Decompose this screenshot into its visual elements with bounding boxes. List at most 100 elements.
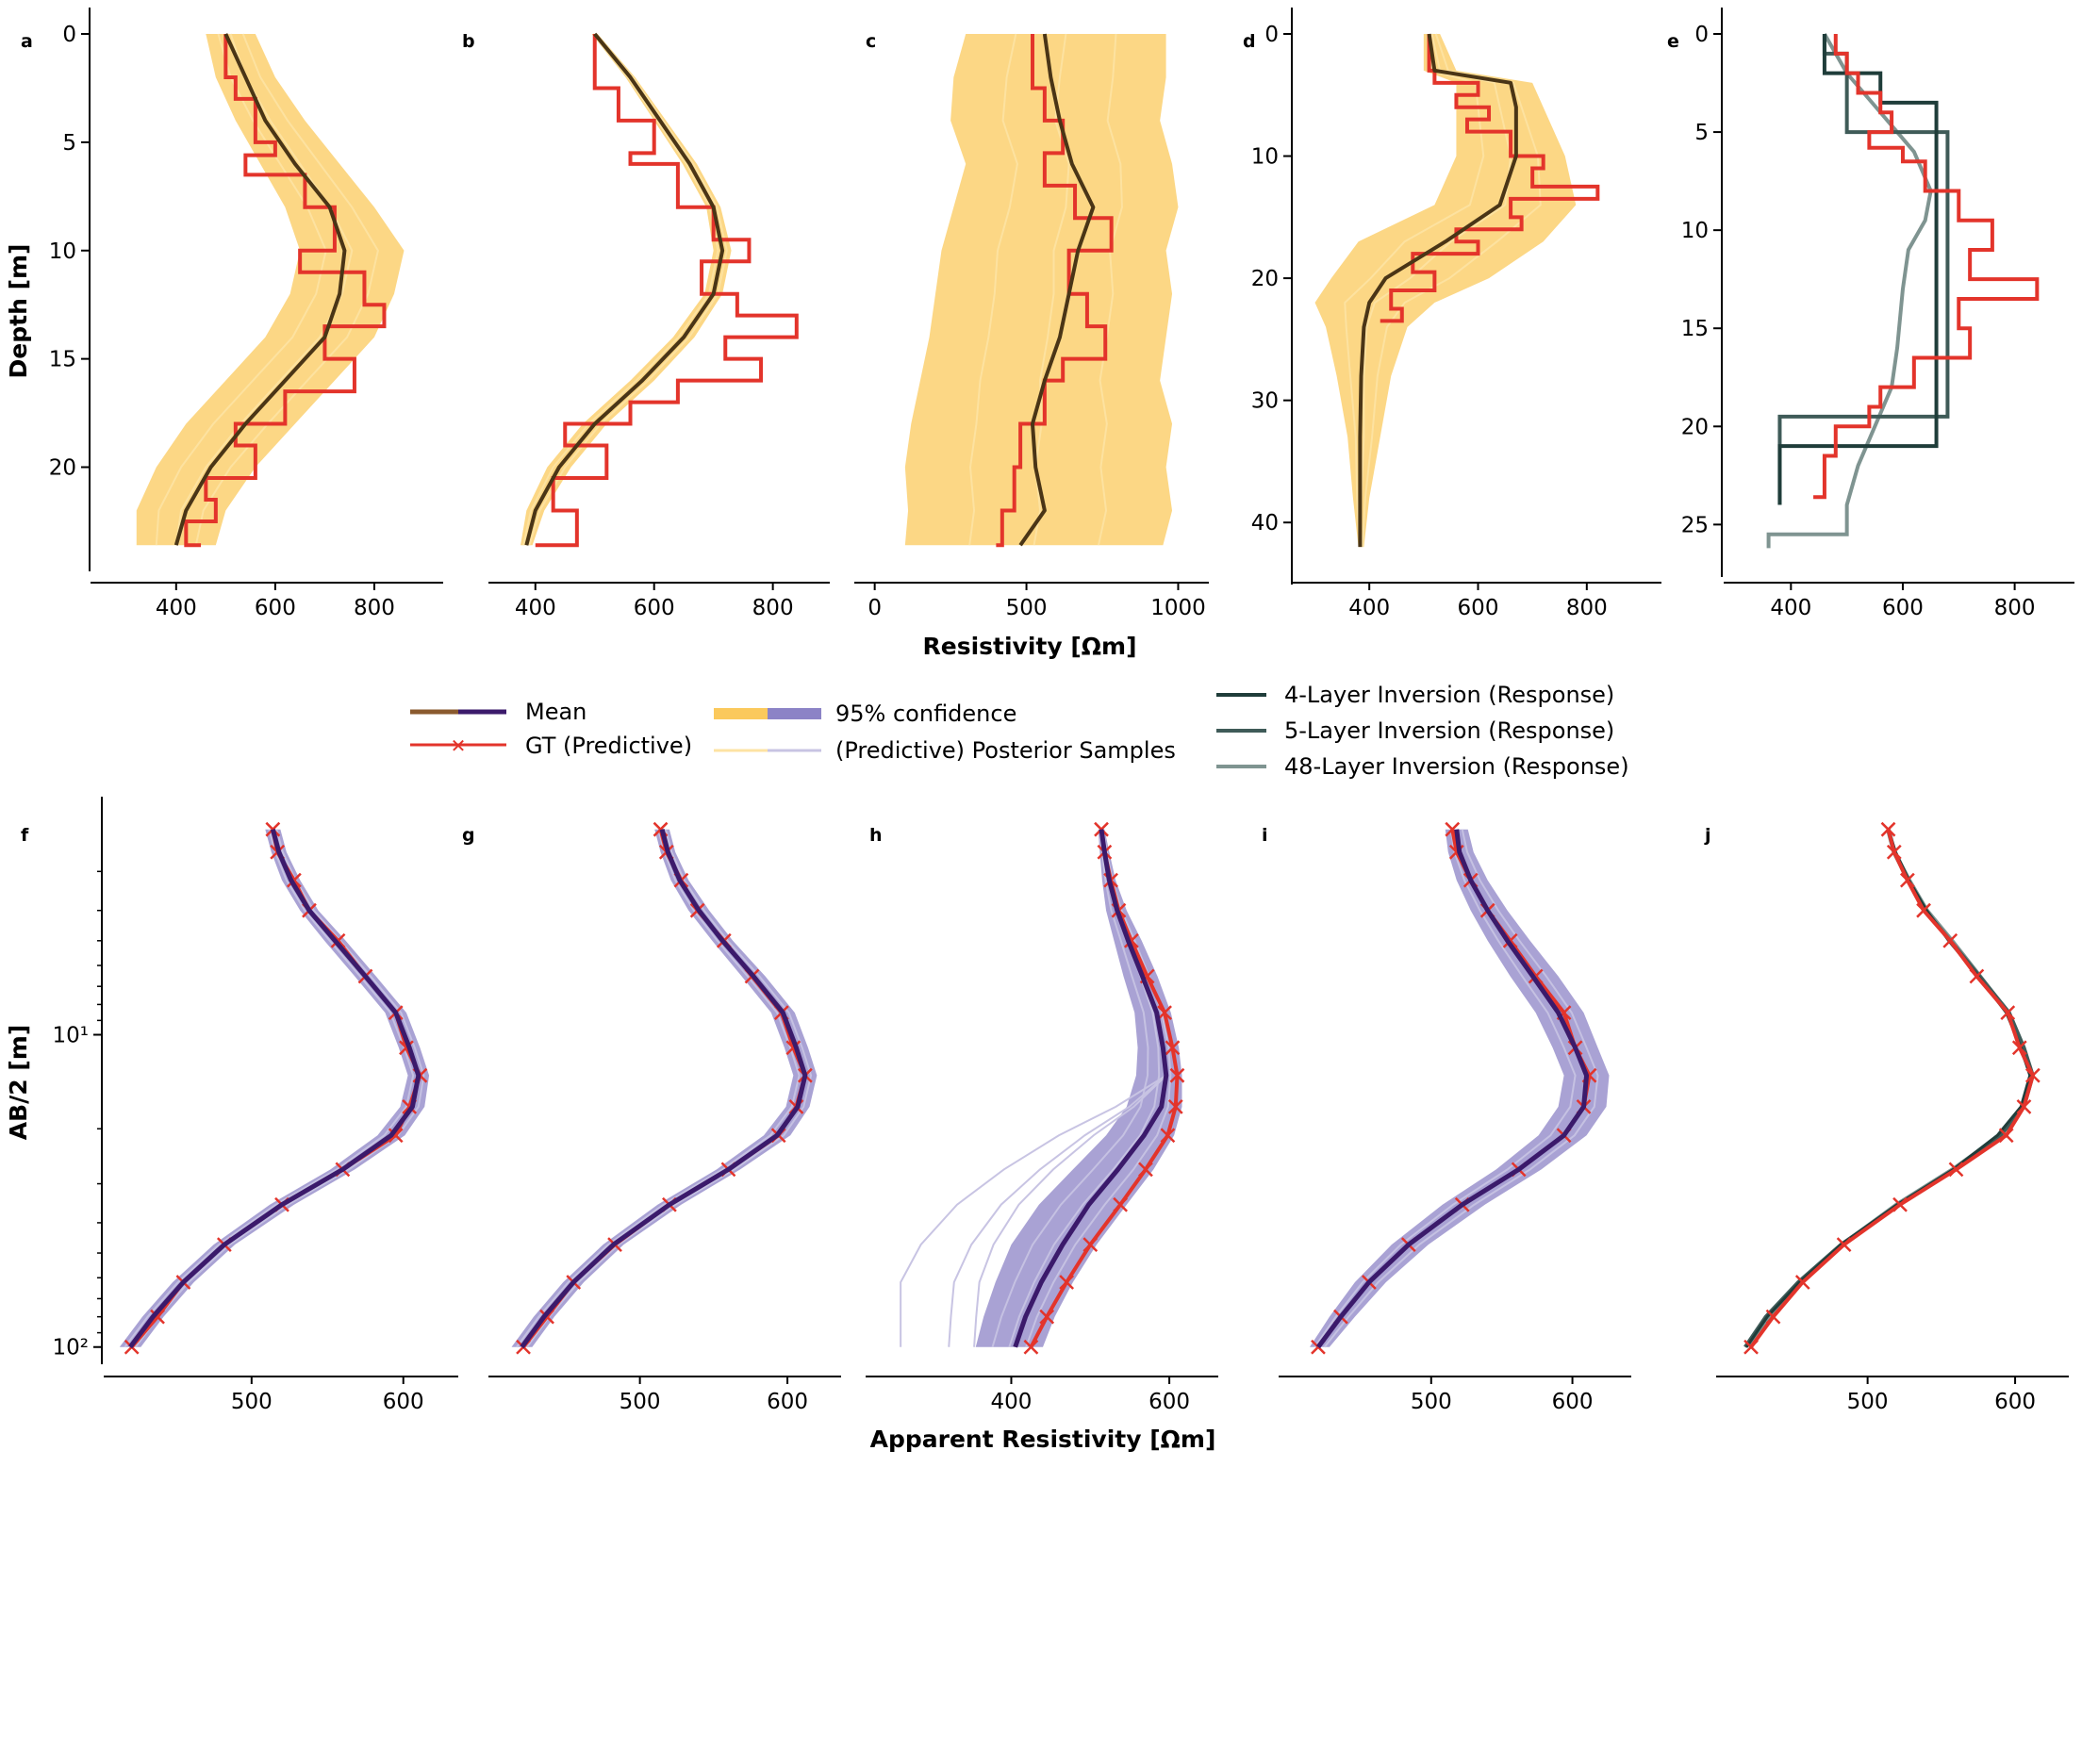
y-tick-label-e-0: 0	[1694, 23, 1709, 47]
panel-letter-h: h	[869, 825, 883, 846]
ground-truth-marker-j-2	[1899, 872, 1915, 888]
legend-gt-label: GT (Predictive)	[525, 733, 692, 759]
posterior-sample-a-1	[174, 33, 354, 546]
x-tick-label-e-1: 600	[1882, 596, 1924, 620]
y-tick-label-f-1: 10²	[53, 1336, 90, 1360]
x-tick-label-g-1: 600	[767, 1390, 808, 1414]
ground-truth-marker-j-15	[1765, 1309, 1781, 1325]
posterior-sample-h-0	[991, 829, 1149, 1348]
ground-truth-marker-f-15	[150, 1309, 165, 1325]
posterior-sample-a-2	[194, 33, 379, 546]
panel-letter-f: f	[21, 825, 29, 846]
posterior-sample-h-2	[1025, 829, 1172, 1348]
y-tick-label-e-5: 25	[1681, 513, 1709, 537]
x-tick-label-c-0: 0	[868, 596, 882, 620]
ground-truth-marker-f-10	[388, 1128, 404, 1144]
y-tick-label-a-3: 15	[49, 348, 76, 372]
ground-truth-g	[521, 829, 807, 1348]
mean-curve-i	[1315, 829, 1590, 1349]
posterior-sample-i-0	[1314, 829, 1577, 1348]
legend: Mean ✕ GT (Predictive) 95% confidence (P…	[410, 682, 1629, 780]
x-tick-label-i-1: 600	[1552, 1390, 1594, 1414]
confidence-band-b	[520, 34, 732, 546]
confidence-band-g	[511, 829, 818, 1347]
ground-truth-marker-h-16	[1023, 1339, 1039, 1355]
posterior-sample-g-0	[516, 829, 801, 1348]
ground-truth-marker-f-0	[265, 821, 281, 837]
x-tick-label-g-0: 500	[620, 1390, 661, 1414]
posterior-sample-d-2	[1361, 33, 1542, 548]
legend-samples-label: (Predictive) Posterior Samples	[835, 737, 1176, 764]
confidence-band-f	[119, 829, 430, 1347]
x-tick-label-b-1: 600	[634, 596, 675, 620]
resistivity-axis-title: Resistivity [Ωm]	[922, 633, 1136, 660]
posterior-sample-g-1	[520, 829, 806, 1348]
panel-letter-g: g	[462, 825, 475, 846]
y-tick-label-e-4: 20	[1681, 415, 1709, 439]
posterior-sample-c-2	[1098, 33, 1123, 546]
x-tick-label-e-0: 400	[1770, 596, 1811, 620]
panel-letter-j: j	[1704, 825, 1711, 846]
x-tick-label-d-2: 800	[1566, 596, 1608, 620]
legend-gt-marker: ✕	[451, 734, 467, 757]
x-tick-label-d-0: 400	[1348, 596, 1390, 620]
ab2-axis-title: AB/2 [m]	[5, 1025, 32, 1141]
panel-g: g 500 600	[462, 821, 841, 1414]
ground-truth-d	[1380, 34, 1600, 323]
inversion-4-layer-e	[1777, 34, 1939, 505]
x-tick-label-f-0: 500	[231, 1390, 273, 1414]
ground-truth-marker-j-9	[2016, 1098, 2032, 1114]
x-tick-label-c-1: 500	[1006, 596, 1048, 620]
posterior-sample-c-0	[968, 33, 1018, 546]
posterior-sample-i-1	[1318, 829, 1588, 1348]
ground-truth-marker-h-12	[1113, 1196, 1129, 1212]
ground-truth-marker-j-12	[1892, 1196, 1908, 1212]
legend-inv5-label: 5-Layer Inversion (Response)	[1284, 717, 1614, 744]
posterior-sample-f-1	[129, 829, 420, 1348]
panel-f: f 500 600 10¹ 10²	[21, 797, 458, 1414]
posterior-sample-b-0	[522, 33, 719, 546]
ground-truth-marker-j-14	[1794, 1275, 1810, 1290]
depth-axis-title: Depth [m]	[5, 244, 32, 379]
x-tick-label-c-2: 1000	[1150, 596, 1206, 620]
ground-truth-marker-j-16	[1743, 1339, 1759, 1355]
y-tick-label-a-0: 0	[62, 23, 76, 47]
ground-truth-marker-j-0	[1880, 821, 1896, 837]
legend-ci-swatch-top	[714, 708, 768, 719]
ground-truth-marker-j-3	[1916, 902, 1931, 918]
panel-e: e 400 600 800 0 5 10 15 20 25	[1667, 8, 2074, 620]
ground-truth-c	[996, 34, 1114, 548]
mean-curve-g	[520, 829, 808, 1349]
inversion-48-layer-j	[1747, 829, 2034, 1349]
legend-inv4-label: 4-Layer Inversion (Response)	[1284, 682, 1614, 708]
confidence-band-h	[975, 829, 1182, 1347]
ground-truth-marker-h-13	[1082, 1237, 1099, 1253]
panel-i: i 500 600	[1262, 821, 1631, 1414]
y-tick-label-d-3: 30	[1251, 389, 1279, 414]
posterior-sample-f-0	[124, 829, 415, 1348]
ground-truth-marker-j-11	[1948, 1162, 1964, 1178]
ground-truth-marker-h-14	[1059, 1275, 1075, 1290]
mean-curve-f	[128, 829, 421, 1349]
ground-truth-marker-h-7	[1165, 1040, 1181, 1056]
legend-inv48-label: 48-Layer Inversion (Response)	[1284, 753, 1629, 780]
ground-truth-marker-h-11	[1138, 1162, 1153, 1178]
x-tick-label-h-1: 600	[1148, 1390, 1190, 1414]
panel-letter-b: b	[462, 31, 475, 52]
panel-c: c 0 500 1000	[854, 31, 1209, 620]
panel-b: b 400 600 800	[462, 31, 830, 620]
x-tick-label-a-1: 600	[255, 596, 296, 620]
panel-j: j 500 600	[1704, 821, 2069, 1414]
panel-letter-a: a	[21, 31, 33, 52]
y-tick-label-d-4: 40	[1251, 511, 1279, 536]
posterior-sample-i-2	[1323, 829, 1599, 1348]
ground-truth-marker-h-8	[1169, 1067, 1185, 1083]
panel-letter-e: e	[1667, 31, 1679, 52]
ground-truth-marker-h-10	[1160, 1128, 1176, 1144]
ground-truth-marker-h-6	[1157, 1005, 1172, 1021]
x-tick-label-e-2: 800	[1994, 596, 2036, 620]
y-tick-label-a-4: 20	[49, 456, 76, 481]
y-tick-label-d-0: 0	[1264, 23, 1279, 47]
legend-ci-label: 95% confidence	[835, 701, 1016, 727]
confidence-band-c	[904, 34, 1179, 546]
